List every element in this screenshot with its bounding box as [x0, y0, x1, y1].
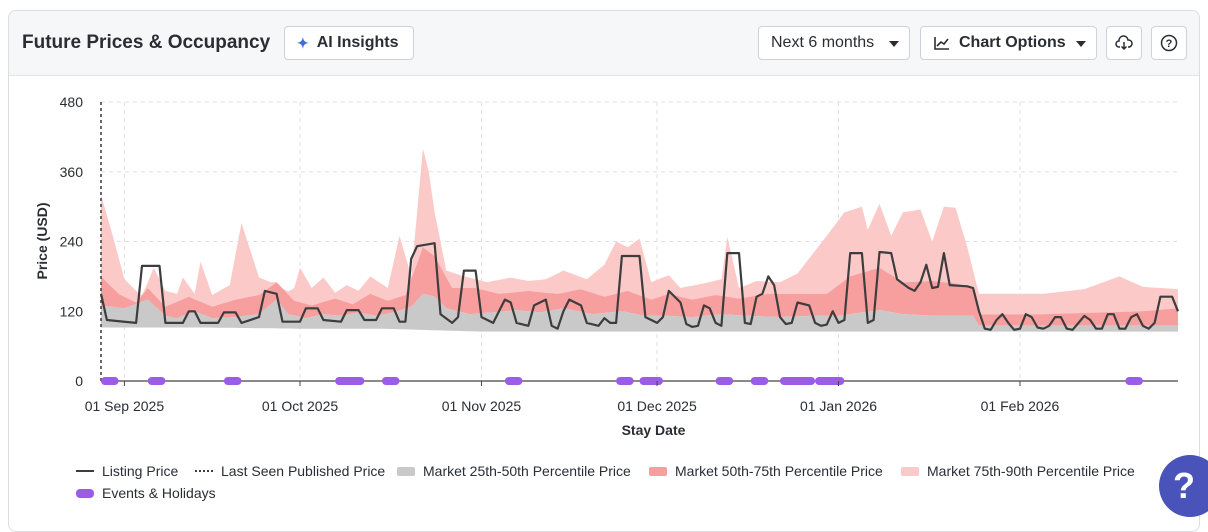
legend-label: Listing Price — [102, 463, 179, 479]
band-p25-50 — [101, 293, 1178, 332]
y-tick-label: 480 — [60, 94, 84, 110]
band-p50-75 — [101, 247, 1178, 326]
card-title: Future Prices & Occupancy — [22, 32, 271, 53]
help-button[interactable]: ? — [1151, 26, 1187, 60]
event-marker — [381, 377, 400, 385]
y-tick-label: 120 — [60, 303, 84, 319]
legend-swatch — [649, 466, 667, 476]
event-marker — [223, 377, 242, 385]
legend-item-last-seen[interactable]: Last Seen Published Price — [195, 463, 385, 479]
event-marker — [147, 377, 166, 385]
date-range-dropdown[interactable]: Next 6 months — [758, 26, 910, 60]
svg-text:?: ? — [1166, 38, 1173, 50]
x-tick-label: 01 Nov 2025 — [442, 398, 522, 414]
chart-card: Future Prices & Occupancy ✦ AI Insights … — [8, 10, 1200, 532]
legend-swatch — [195, 470, 213, 472]
card-header: Future Prices & Occupancy ✦ AI Insights … — [9, 11, 1199, 76]
event-marker — [616, 377, 634, 385]
event-marker — [1125, 377, 1143, 385]
event-marker — [815, 377, 845, 385]
legend-label: Market 50th-75th Percentile Price — [675, 463, 883, 479]
legend-swatch — [76, 488, 94, 498]
y-tick-label: 240 — [60, 234, 84, 250]
event-marker — [715, 377, 734, 385]
legend-item-listing[interactable]: Listing Price — [76, 463, 178, 479]
legend-label: Last Seen Published Price — [221, 463, 386, 479]
sparkle-icon: ✦ — [297, 34, 309, 51]
x-tick-label: 01 Jan 2026 — [800, 398, 877, 414]
download-button[interactable] — [1106, 26, 1142, 60]
event-marker — [779, 377, 816, 385]
x-tick-label: 01 Oct 2025 — [262, 398, 338, 414]
chart-options-dropdown[interactable]: Chart Options — [920, 26, 1097, 60]
line-chart-icon — [934, 37, 949, 50]
legend-swatch — [397, 466, 415, 476]
band-p75-90 — [101, 148, 1178, 315]
x-tick-label: 01 Dec 2025 — [617, 398, 697, 414]
legend-label: Market 25th-50th Percentile Price — [423, 463, 631, 479]
x-tick-label: 01 Feb 2026 — [981, 398, 1060, 414]
legend-item-p50-75[interactable]: Market 50th-75th Percentile Price — [649, 463, 883, 479]
x-axis-title: Stay Date — [622, 422, 686, 438]
event-marker — [750, 377, 769, 385]
legend-label: Events & Holidays — [102, 485, 216, 501]
legend-label: Market 75th-90th Percentile Price — [927, 463, 1135, 479]
question-circle-icon: ? — [1160, 34, 1178, 52]
y-tick-label: 0 — [75, 373, 83, 389]
y-tick-label: 360 — [60, 164, 84, 180]
price-chart: 0 120 240 360 480 01 Sep 2025 01 Oct 2025 01 No… — [34, 94, 1180, 438]
legend-item-p25-50[interactable]: Market 25th-50th Percentile Price — [397, 463, 631, 479]
event-marker — [504, 377, 523, 385]
event-marker — [639, 377, 663, 385]
listing-price-line — [99, 242, 1180, 331]
y-axis-title: Price (USD) — [34, 202, 50, 279]
legend-item-events[interactable]: Events & Holidays — [76, 485, 216, 501]
ai-insights-button[interactable]: ✦ AI Insights — [284, 26, 414, 60]
x-tick-label: 01 Sep 2025 — [85, 398, 165, 414]
legend-swatch — [76, 470, 94, 472]
legend-swatch — [901, 466, 919, 476]
date-range-label: Next 6 months — [771, 34, 875, 51]
event-marker — [101, 377, 119, 385]
legend-item-p75-90[interactable]: Market 75th-90th Percentile Price — [901, 463, 1135, 479]
event-marker — [335, 377, 365, 385]
chart-options-label: Chart Options — [959, 34, 1066, 51]
help-bubble-label: ? — [1173, 465, 1195, 506]
chevron-down-icon — [1076, 41, 1086, 47]
chevron-down-icon — [889, 41, 899, 47]
support-chat-button[interactable]: ? — [1159, 455, 1208, 517]
cloud-download-icon — [1115, 35, 1133, 51]
ai-insights-label: AI Insights — [316, 34, 399, 51]
